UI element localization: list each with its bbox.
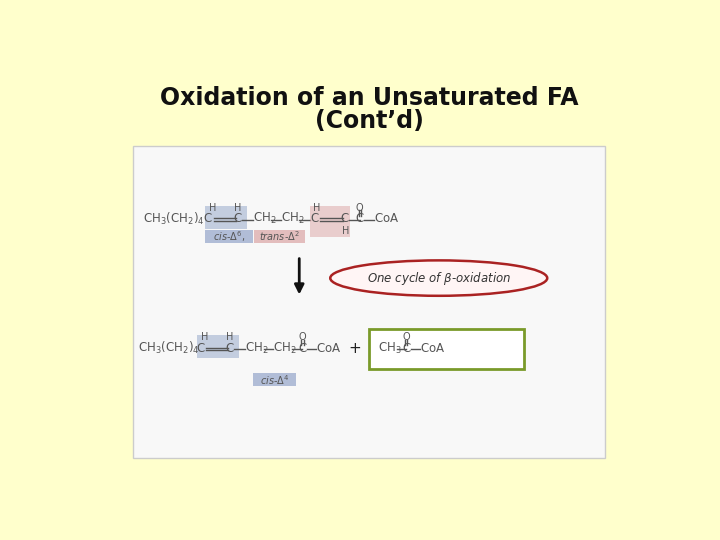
Text: C: C bbox=[225, 342, 233, 355]
Text: $\mathsf{CoA}$: $\mathsf{CoA}$ bbox=[316, 342, 341, 355]
Text: O: O bbox=[402, 333, 410, 342]
Bar bbox=[369, 329, 524, 369]
Text: $\it{cis}$-$\Delta^4$: $\it{cis}$-$\Delta^4$ bbox=[260, 373, 289, 387]
Text: $\mathsf{CH_3(CH_2)_4}$: $\mathsf{CH_3(CH_2)_4}$ bbox=[143, 211, 204, 227]
Bar bbox=[132, 146, 606, 457]
Text: H: H bbox=[201, 333, 208, 342]
Text: Oxidation of an Unsaturated FA: Oxidation of an Unsaturated FA bbox=[160, 86, 578, 110]
Text: $\mathsf{CoA}$: $\mathsf{CoA}$ bbox=[420, 342, 446, 355]
Text: C: C bbox=[233, 212, 241, 225]
Text: H: H bbox=[226, 333, 233, 342]
Text: $\mathsf{CH_2}$: $\mathsf{CH_2}$ bbox=[281, 211, 305, 226]
Text: C: C bbox=[402, 342, 410, 355]
Bar bbox=[197, 335, 239, 358]
Text: C: C bbox=[298, 342, 307, 355]
Bar bbox=[204, 230, 253, 242]
Text: One cycle of $\beta$-oxidation: One cycle of $\beta$-oxidation bbox=[366, 269, 511, 287]
Text: H: H bbox=[209, 203, 216, 213]
Text: H: H bbox=[312, 203, 320, 213]
Bar bbox=[204, 206, 246, 229]
Text: C: C bbox=[310, 212, 319, 225]
Ellipse shape bbox=[330, 260, 547, 296]
Text: C: C bbox=[196, 342, 204, 355]
Text: +: + bbox=[348, 341, 361, 356]
Bar bbox=[310, 206, 351, 237]
Text: $\mathsf{CoA}$: $\mathsf{CoA}$ bbox=[374, 212, 399, 225]
Text: $\mathsf{CH_3}$: $\mathsf{CH_3}$ bbox=[378, 341, 402, 356]
Text: $\it{trans}$-$\Delta^2$: $\it{trans}$-$\Delta^2$ bbox=[259, 230, 300, 244]
Text: O: O bbox=[356, 203, 364, 213]
Text: O: O bbox=[299, 333, 306, 342]
Text: $\it{cis}$-$\Delta^6$,: $\it{cis}$-$\Delta^6$, bbox=[212, 229, 245, 244]
Text: C: C bbox=[356, 212, 364, 225]
Text: C: C bbox=[204, 212, 212, 225]
Text: $\mathsf{CH_2}$: $\mathsf{CH_2}$ bbox=[253, 211, 276, 226]
Text: H: H bbox=[233, 203, 241, 213]
Text: $\mathsf{CH_3(CH_2)_4}$: $\mathsf{CH_3(CH_2)_4}$ bbox=[138, 340, 199, 356]
Bar bbox=[253, 373, 296, 386]
Bar bbox=[254, 230, 305, 242]
Text: C: C bbox=[340, 212, 348, 225]
Text: (Cont’d): (Cont’d) bbox=[315, 110, 423, 133]
Text: $\mathsf{CH_2}$: $\mathsf{CH_2}$ bbox=[245, 341, 269, 356]
Text: H: H bbox=[342, 226, 349, 236]
Text: $\mathsf{CH_2}$: $\mathsf{CH_2}$ bbox=[273, 341, 297, 356]
